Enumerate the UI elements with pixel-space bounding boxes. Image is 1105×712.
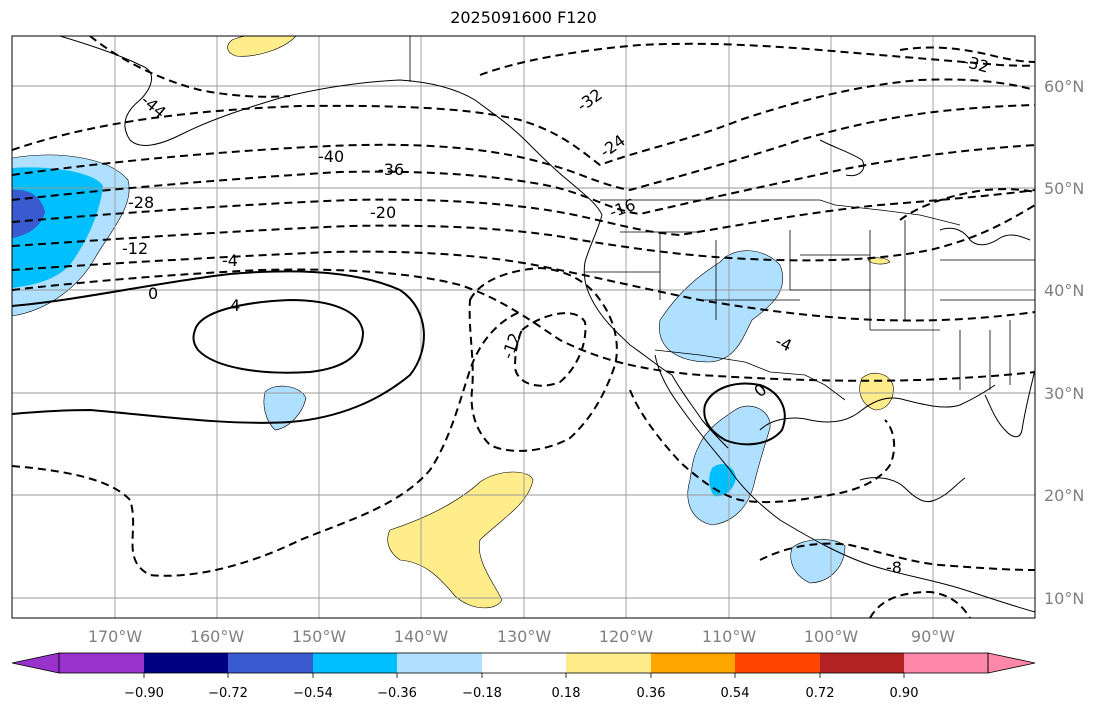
contour-line — [759, 542, 1035, 571]
lat-label-20n: 20°N — [1044, 486, 1084, 505]
lon-label-170w: 170°W — [88, 627, 143, 646]
colorbar-tick-label: −0.90 — [124, 686, 164, 701]
contour-line — [12, 78, 1035, 167]
contour-label: -8 — [886, 558, 902, 577]
contour-line — [12, 189, 1035, 237]
lon-label-150w: 150°W — [292, 627, 347, 646]
colorbar-segment — [313, 653, 397, 673]
colorbar-segment — [651, 653, 735, 673]
gulf-coast — [759, 384, 996, 431]
contour-line — [12, 250, 1035, 322]
contour-line — [12, 268, 1035, 382]
colorbar-tick-label: −0.36 — [377, 686, 417, 701]
yellow-region-texas — [859, 372, 894, 411]
lon-label-100w: 100°W — [804, 627, 859, 646]
contour-label: -36 — [378, 160, 404, 179]
contour-label: -20 — [370, 203, 396, 222]
four-contour-closed — [192, 298, 365, 374]
lat-label-60n: 60°N — [1044, 77, 1084, 96]
colorbar-segment — [482, 653, 566, 673]
contour-label: -4 — [222, 251, 238, 270]
lon-label-130w: 130°W — [497, 627, 552, 646]
baja-california — [671, 374, 729, 449]
zero-contour-mexico — [703, 382, 786, 446]
colorbar-tick-labels: −0.90 −0.72 −0.54 −0.36 −0.18 0.18 0.36 … — [124, 686, 918, 701]
coastlines — [59, 36, 1035, 613]
colorbar-segment — [735, 653, 820, 673]
map-title: 2025091600 F120 — [450, 8, 597, 27]
colorbar-tick-label: 0.90 — [890, 686, 919, 701]
lon-label-120w: 120°W — [599, 627, 654, 646]
latitude-labels: 60°N 50°N 40°N 30°N 20°N 10°N — [1044, 77, 1084, 608]
us-mexico-border — [654, 349, 846, 401]
colorbar-segment — [144, 653, 228, 673]
light-blue-region-southwest-us — [659, 250, 784, 363]
contours-dashed — [12, 36, 1035, 618]
colorbar-segment — [228, 653, 313, 673]
lon-label-160w: 160°W — [190, 627, 245, 646]
contour-line — [12, 104, 1035, 192]
yucatan — [859, 477, 966, 503]
contour-line — [899, 46, 1035, 63]
hudson-bay — [819, 139, 865, 177]
contour-line — [629, 389, 896, 504]
yellow-region-north — [227, 36, 297, 57]
lat-label-40n: 40°N — [1044, 281, 1084, 300]
colorbar-outline — [58, 652, 989, 674]
contour-line — [12, 204, 1035, 262]
yellow-region-pacific — [387, 471, 534, 609]
lon-label-110w: 110°W — [702, 627, 757, 646]
colorbar-tick-label: −0.72 — [208, 686, 248, 701]
colorbar-segment — [904, 653, 988, 673]
map-frame — [11, 35, 1036, 619]
contour-label: -28 — [128, 193, 154, 212]
colorbar-tick-label: −0.18 — [462, 686, 502, 701]
lat-label-10n: 10°N — [1044, 589, 1084, 608]
map-background — [12, 36, 1035, 618]
atlantic-coast — [1021, 369, 1035, 431]
lat-label-50n: 50°N — [1044, 179, 1084, 198]
colorbar: −0.90 −0.72 −0.54 −0.36 −0.18 0.18 0.36 … — [11, 652, 1036, 701]
contour-line — [479, 42, 1035, 76]
lon-label-90w: 90°W — [911, 627, 955, 646]
colorbar-segment — [820, 653, 904, 673]
colorbar-tick-label: 0.72 — [806, 686, 835, 701]
lat-label-30n: 30°N — [1044, 384, 1084, 403]
us-west-coast — [583, 214, 673, 376]
longitude-labels: 170°W 160°W 150°W 140°W 130°W 120°W 110°… — [88, 627, 955, 646]
contour-line — [869, 590, 971, 618]
colorbar-tick-label: 0.36 — [637, 686, 666, 701]
colorbar-segment — [397, 653, 482, 673]
contours-solid — [12, 270, 786, 446]
contour-label: 0 — [148, 284, 158, 303]
contour-line — [12, 144, 1035, 216]
colorbar-tick-label: 0.18 — [552, 686, 581, 701]
light-blue-region-mid — [263, 385, 307, 431]
alaska-coast — [59, 36, 603, 216]
colorbar-segment — [59, 653, 144, 673]
contour-line — [12, 311, 521, 577]
florida — [984, 394, 1023, 438]
contour-line — [468, 266, 618, 452]
contour-label: -4 — [772, 331, 794, 355]
great-lakes — [939, 227, 1031, 246]
colorbar-tick-label: −0.54 — [293, 686, 333, 701]
lon-label-140w: 140°W — [394, 627, 449, 646]
contour-line — [513, 312, 587, 387]
colorbar-ticks — [143, 673, 905, 678]
contour-label: -40 — [318, 147, 344, 166]
dark-blue-region-west — [12, 189, 45, 238]
mexico-west-coast — [654, 354, 1035, 613]
colorbar-extend-high — [987, 652, 1036, 674]
colorbar-extend-low — [11, 652, 60, 674]
contour-line — [89, 36, 291, 98]
zero-contour-north — [12, 270, 425, 424]
contour-label: 4 — [230, 296, 240, 315]
contour-label: -12 — [122, 239, 148, 258]
colorbar-tick-label: 0.54 — [721, 686, 750, 701]
colorbar-segment — [566, 653, 651, 673]
